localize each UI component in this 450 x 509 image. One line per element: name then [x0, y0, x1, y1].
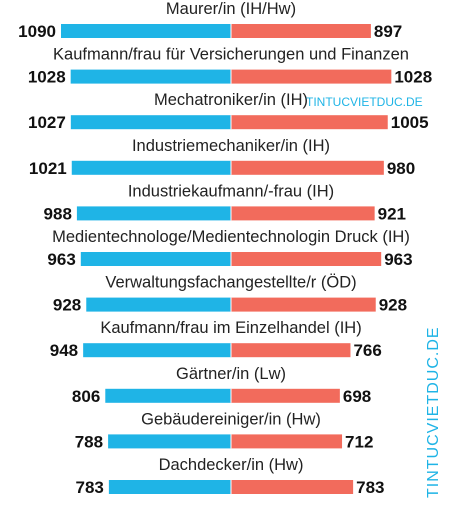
value-label-left: 948: [50, 341, 78, 360]
chart-row: Maurer/in (IH/Hw) 1090 897: [18, 0, 402, 41]
category-label: Medientechnologe/Medientechnologin Druck…: [52, 228, 410, 246]
bar-left: [71, 160, 231, 175]
value-label-left: 1021: [29, 159, 67, 178]
value-label-left: 1090: [18, 22, 56, 41]
bar-right: [231, 434, 343, 449]
bar-left: [86, 297, 231, 312]
bar-right: [231, 206, 375, 221]
bar-right: [231, 252, 382, 266]
value-label-right: 963: [384, 250, 412, 269]
chart-row: Kaufmann/frau im Einzelhandel (IH) 948 766: [50, 319, 382, 360]
category-label: Gebäudereiniger/in (Hw): [141, 410, 321, 428]
value-label-right: 698: [343, 387, 371, 406]
chart-row: Gebäudereiniger/in (Hw) 788 712: [75, 410, 374, 451]
bar-left: [83, 343, 231, 358]
watermark-inline: TINTUCVIETDUC.DE: [306, 95, 423, 109]
value-label-right: 712: [345, 432, 373, 451]
bar-right: [231, 297, 376, 312]
category-label: Gärtner/in (Lw): [176, 365, 286, 383]
value-label-left: 963: [47, 250, 75, 269]
category-label: Verwaltungsfachangestellte/r (ÖD): [105, 274, 356, 292]
category-label: Kaufmann/frau im Einzelhandel (IH): [100, 319, 361, 337]
watermark-vertical: TINTUCVIETDUC.DE: [425, 326, 442, 498]
value-label-left: 788: [75, 432, 103, 451]
bar-right: [231, 480, 354, 494]
value-label-left: 1028: [28, 68, 66, 87]
chart-row: Industriemechaniker/in (IH) 1021 980: [29, 137, 415, 178]
bar-left: [70, 69, 231, 84]
value-label-right: 1005: [391, 113, 429, 132]
category-label: Mechatroniker/in (IH): [154, 91, 308, 109]
value-label-right: 897: [374, 22, 402, 41]
bar-right: [231, 160, 384, 175]
value-label-right: 1028: [394, 68, 432, 87]
bar-right: [231, 343, 351, 358]
chart-row: Industriekaufmann/-frau (IH) 988 921: [44, 182, 406, 223]
category-label: Dachdecker/in (Hw): [159, 456, 304, 474]
chart-row: Gärtner/in (Lw) 806 698: [72, 365, 371, 406]
bar-left: [108, 434, 231, 449]
bar-left: [70, 115, 232, 130]
bar-left: [80, 252, 231, 266]
value-label-left: 806: [72, 387, 100, 406]
bar-right: [231, 388, 340, 403]
value-label-right: 921: [378, 204, 406, 223]
bar-left: [108, 480, 231, 494]
value-label-right: 783: [356, 478, 384, 497]
chart-row: Verwaltungsfachangestellte/r (ÖD) 928 928: [53, 274, 407, 315]
bar-right: [231, 115, 388, 130]
chart-row: Mechatroniker/in (IH) 1027 1005: [28, 91, 429, 132]
category-label: Kaufmann/frau für Versicherungen und Fin…: [53, 46, 409, 64]
value-label-right: 980: [387, 159, 415, 178]
value-label-left: 928: [53, 296, 81, 315]
value-label-left: 1027: [28, 113, 66, 132]
value-label-left: 783: [76, 478, 104, 497]
value-label-right: 766: [353, 341, 381, 360]
bar-right: [231, 69, 392, 84]
chart-row: Dachdecker/in (Hw) 783 783: [76, 456, 385, 497]
value-label-right: 928: [379, 296, 407, 315]
category-label: Maurer/in (IH/Hw): [166, 0, 296, 18]
bar-right: [231, 24, 371, 38]
bar-left: [76, 206, 231, 221]
chart-row: Medientechnologe/Medientechnologin Druck…: [47, 228, 412, 269]
bar-left: [61, 24, 231, 38]
bar-left: [105, 388, 231, 403]
value-label-left: 988: [44, 204, 72, 223]
chart-row: Kaufmann/frau für Versicherungen und Fin…: [28, 46, 432, 87]
category-label: Industriekaufmann/-frau (IH): [128, 182, 334, 200]
category-label: Industriemechaniker/in (IH): [132, 137, 330, 155]
